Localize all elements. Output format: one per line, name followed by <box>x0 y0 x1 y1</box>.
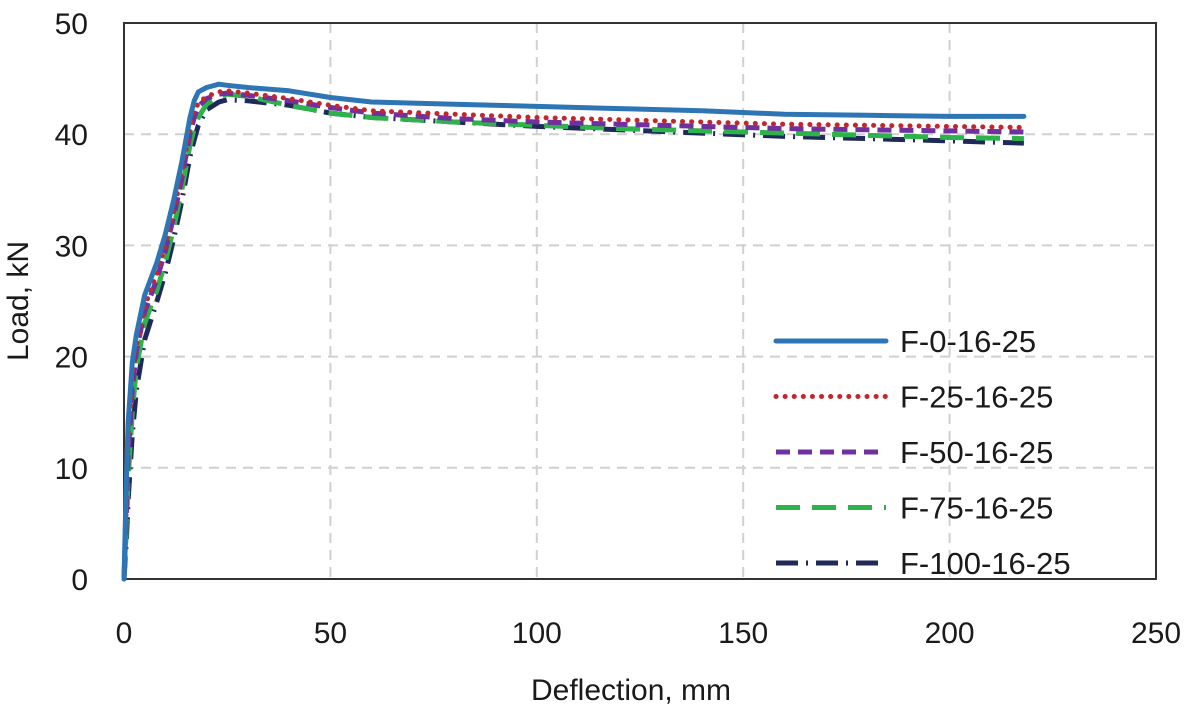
y-tick-label: 10 <box>55 453 88 486</box>
series-lines <box>121 81 1027 582</box>
legend-label: F-50-16-25 <box>900 435 1053 470</box>
y-axis-ticks: 0 10 20 30 40 50 <box>55 8 88 597</box>
y-tick-label: 40 <box>55 119 88 152</box>
y-tick-label: 50 <box>55 8 88 41</box>
series-line-F-75-16-25 <box>121 91 1024 580</box>
x-tick-label: 150 <box>718 617 768 650</box>
x-axis-title: Deflection, mm <box>531 674 731 707</box>
y-tick-label: 30 <box>55 230 88 263</box>
legend: F-0-16-25 F-25-16-25 F-50-16-25 F-75-16-25 F… <box>773 324 1071 581</box>
y-axis-title: Load, kN <box>2 241 35 361</box>
legend-label: F-25-16-25 <box>900 380 1053 415</box>
legend-label: F-0-16-25 <box>900 324 1036 359</box>
x-tick-label: 0 <box>116 617 133 650</box>
plot-area-frame <box>123 22 1157 580</box>
x-tick-label: 50 <box>314 617 347 650</box>
y-tick-label: 0 <box>71 564 88 597</box>
legend-label: F-75-16-25 <box>900 491 1053 526</box>
legend-label: F-100-16-25 <box>900 546 1071 581</box>
series-line-F-25-16-25 <box>121 88 1027 582</box>
series-line-F-100-16-25 <box>121 97 1024 580</box>
x-tick-label: 200 <box>925 617 975 650</box>
y-tick-label: 20 <box>55 342 88 375</box>
series-line-F-50-16-25 <box>121 90 1024 580</box>
series-line-F-0-16-25 <box>121 81 1027 582</box>
x-tick-label: 100 <box>512 617 562 650</box>
x-axis-ticks: 0 50 100 150 200 250 <box>116 617 1181 650</box>
x-tick-label: 250 <box>1131 617 1181 650</box>
